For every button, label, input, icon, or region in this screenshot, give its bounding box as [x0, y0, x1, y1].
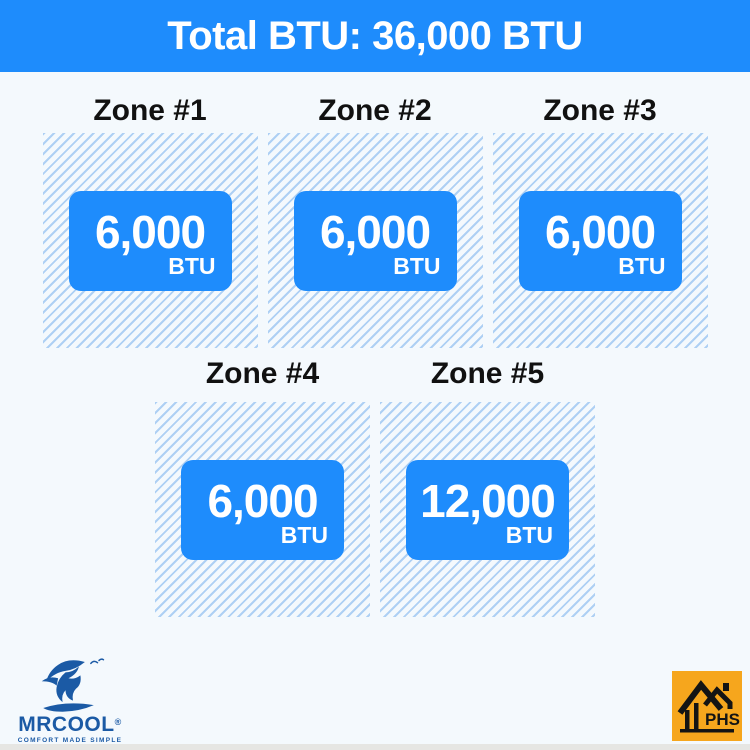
btu-unit: BTU	[280, 521, 328, 548]
zone-4: Zone #4 6,000 BTU	[155, 356, 370, 617]
btu-card: 12,000 BTU	[406, 459, 569, 560]
zone-5: Zone #5 12,000 BTU	[380, 356, 595, 617]
zone-label: Zone #2	[318, 94, 432, 127]
btu-card: 6,000 BTU	[181, 459, 344, 560]
btu-card: 6,000 BTU	[68, 190, 232, 291]
btu-value: 6,000	[544, 205, 656, 258]
zone-area-hatch: 6,000 BTU	[42, 133, 258, 348]
zone-3: Zone #3 6,000 BTU	[492, 93, 708, 348]
btu-unit: BTU	[618, 252, 666, 279]
zone-area-hatch: 12,000 BTU	[380, 402, 595, 617]
phs-small-roof	[703, 686, 733, 709]
phs-large-roof	[677, 680, 724, 715]
btu-value: 6,000	[207, 474, 318, 527]
page-title: Total BTU: 36,000 BTU	[167, 13, 583, 58]
btu-card: 6,000 BTU	[518, 190, 682, 291]
mrcool-tagline: COMFORT MADE SIMPLE	[17, 737, 123, 744]
btu-value: 12,000	[420, 474, 556, 527]
zone-area-hatch: 6,000 BTU	[492, 133, 708, 348]
mrcool-logo: MRCOOL® COMFORT MADE SIMPLE	[12, 656, 128, 744]
btu-value: 6,000	[319, 205, 431, 258]
phs-wall-stud	[694, 703, 699, 729]
phs-baseline-bar	[680, 729, 734, 733]
btu-card: 6,000 BTU	[293, 190, 457, 291]
zone-label: Zone #3	[543, 94, 657, 127]
phs-logo-icon: PHS	[672, 671, 742, 741]
zone-label: Zone #5	[430, 357, 545, 390]
mrcool-wordmark: MRCOOL®	[18, 712, 121, 735]
zone-area-hatch: 6,000 BTU	[267, 133, 483, 348]
zone-label: Zone #1	[93, 94, 207, 127]
zone-2: Zone #2 6,000 BTU	[267, 93, 483, 348]
btu-value: 6,000	[94, 205, 206, 258]
phs-label: PHS	[705, 710, 740, 729]
bottom-edge-strip	[0, 744, 750, 750]
mrcool-wordmark-text: MRCOOL	[18, 713, 115, 736]
btu-unit: BTU	[505, 521, 553, 548]
mrcool-penguin-icon	[41, 658, 105, 712]
registered-mark: ®	[114, 717, 122, 727]
zone-row-top: Zone #1 6,000 BTU Zone #2 6,000 BTU Zone…	[0, 93, 750, 348]
header-banner: Total BTU: 36,000 BTU	[0, 0, 750, 72]
btu-unit: BTU	[393, 252, 441, 279]
phs-wall-stud	[685, 710, 690, 729]
zone-area-hatch: 6,000 BTU	[155, 402, 370, 617]
zone-label: Zone #4	[205, 357, 320, 390]
zone-row-bottom: Zone #4 6,000 BTU Zone #5 12,000 BTU	[0, 356, 750, 617]
btu-unit: BTU	[168, 252, 216, 279]
zone-1: Zone #1 6,000 BTU	[42, 93, 258, 348]
phs-chimney	[723, 683, 729, 691]
